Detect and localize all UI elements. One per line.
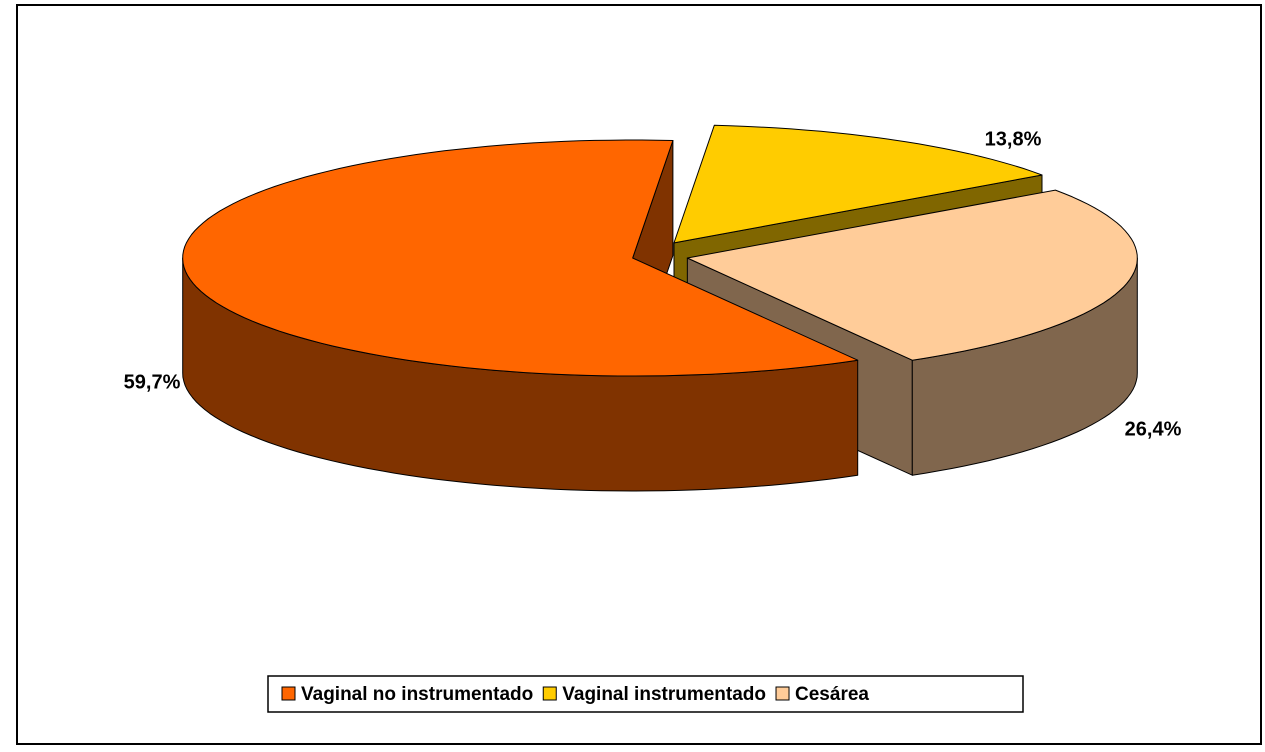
legend <box>267 675 1024 713</box>
legend-label: Vaginal instrumentado <box>562 684 766 705</box>
legend-swatch <box>775 686 790 701</box>
slice <box>686 189 1138 361</box>
legend-items: Vaginal no instrumentado Vaginal instrume… <box>281 684 869 705</box>
legend-swatch <box>542 686 557 701</box>
legend-label: Cesárea <box>795 684 869 705</box>
slice <box>182 139 859 377</box>
value-label: 26,4% <box>1125 418 1182 440</box>
value-label: 59,7% <box>124 371 181 393</box>
value-label: 13,8% <box>985 128 1042 150</box>
pie <box>182 124 1138 492</box>
legend-label: Vaginal no instrumentado <box>301 684 533 705</box>
legend-swatch <box>281 686 296 701</box>
slice <box>673 124 1043 244</box>
